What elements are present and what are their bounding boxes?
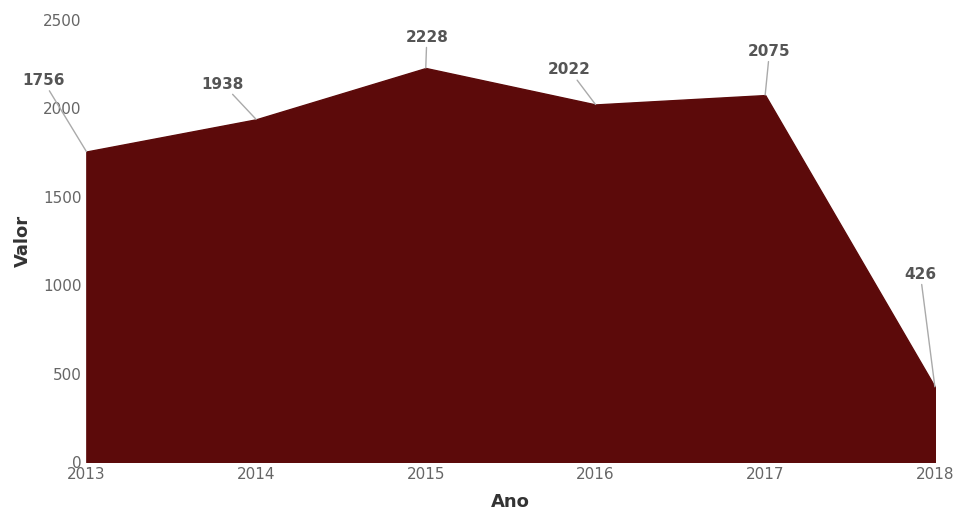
- Text: 2075: 2075: [748, 44, 791, 95]
- Text: 2022: 2022: [548, 62, 595, 104]
- X-axis label: Ano: Ano: [491, 493, 530, 511]
- Text: 2228: 2228: [406, 29, 448, 68]
- Text: 1756: 1756: [22, 73, 86, 152]
- Y-axis label: Valor: Valor: [14, 215, 32, 267]
- Text: 426: 426: [904, 267, 936, 387]
- Text: 1938: 1938: [201, 77, 257, 119]
